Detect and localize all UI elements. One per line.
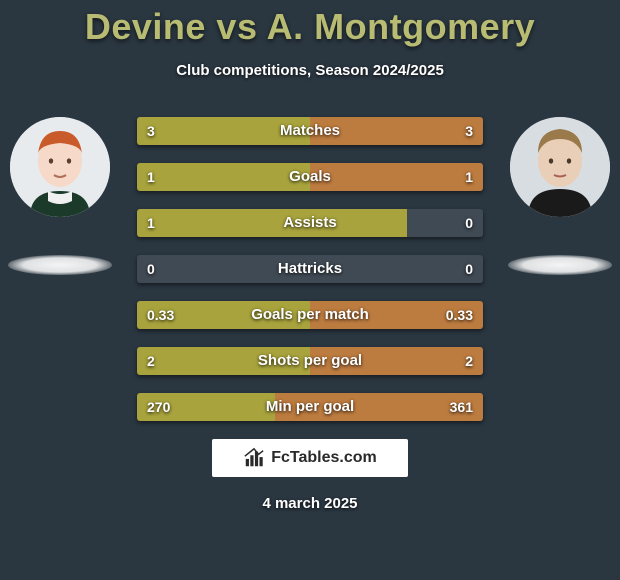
player1-name: Devine	[85, 6, 206, 47]
stat-bars: 33Matches 11Goals 10Assists 00Hattricks 0.33…	[137, 117, 483, 421]
player1-avatar	[10, 117, 110, 217]
player2-avatar-icon	[510, 117, 610, 217]
player1-shadow	[8, 255, 112, 275]
stat-row: 00Hattricks	[137, 255, 483, 283]
stat-label: Goals per match	[137, 301, 483, 329]
comparison-body: 33Matches 11Goals 10Assists 00Hattricks 0.33…	[0, 117, 620, 421]
stat-row: 11Goals	[137, 163, 483, 191]
stat-row: 0.330.33Goals per match	[137, 301, 483, 329]
date: 4 march 2025	[0, 495, 620, 512]
player2-name: A. Montgomery	[267, 6, 536, 47]
stat-label: Assists	[137, 209, 483, 237]
player2-shadow	[508, 255, 612, 275]
stat-label: Matches	[137, 117, 483, 145]
comparison-title: Devine vs A. Montgomery	[0, 0, 620, 48]
player2-avatar	[510, 117, 610, 217]
stat-label: Min per goal	[137, 393, 483, 421]
player1-avatar-icon	[10, 117, 110, 217]
watermark: FcTables.com	[212, 439, 408, 477]
stat-row: 22Shots per goal	[137, 347, 483, 375]
watermark-text: FcTables.com	[271, 449, 377, 467]
stat-row: 270361Min per goal	[137, 393, 483, 421]
subtitle: Club competitions, Season 2024/2025	[0, 62, 620, 79]
bar-chart-icon	[243, 447, 265, 469]
stat-label: Hattricks	[137, 255, 483, 283]
stat-label: Goals	[137, 163, 483, 191]
stat-row: 33Matches	[137, 117, 483, 145]
stat-label: Shots per goal	[137, 347, 483, 375]
stat-row: 10Assists	[137, 209, 483, 237]
vs-separator: vs	[216, 6, 257, 47]
